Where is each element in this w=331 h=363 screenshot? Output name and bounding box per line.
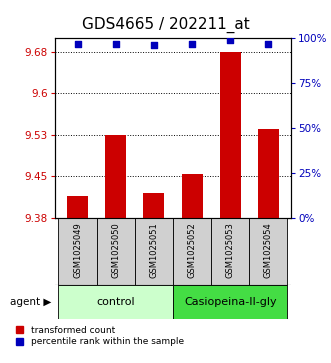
Bar <box>258 129 279 218</box>
Text: GSM1025051: GSM1025051 <box>149 223 158 278</box>
Point <box>75 41 80 46</box>
Point <box>151 42 157 48</box>
Point <box>266 41 271 46</box>
Bar <box>173 218 211 285</box>
Text: control: control <box>96 297 135 307</box>
Bar <box>59 285 173 319</box>
Text: GSM1025049: GSM1025049 <box>73 223 82 278</box>
Text: GSM1025050: GSM1025050 <box>111 223 120 278</box>
Bar <box>249 218 287 285</box>
Text: agent ▶: agent ▶ <box>10 297 51 307</box>
Bar <box>211 218 249 285</box>
Bar <box>143 193 165 218</box>
Bar <box>105 135 126 218</box>
Bar <box>97 218 135 285</box>
Legend: transformed count, percentile rank within the sample: transformed count, percentile rank withi… <box>15 324 186 348</box>
Bar <box>59 218 97 285</box>
Bar <box>135 218 173 285</box>
Text: GSM1025052: GSM1025052 <box>188 223 197 278</box>
Point <box>113 41 118 46</box>
Text: GSM1025054: GSM1025054 <box>264 223 273 278</box>
Text: Casiopeina-II-gly: Casiopeina-II-gly <box>184 297 276 307</box>
Point <box>189 41 195 46</box>
Point <box>227 37 233 43</box>
Text: GDS4665 / 202211_at: GDS4665 / 202211_at <box>82 16 249 33</box>
Bar <box>67 196 88 218</box>
Text: GSM1025053: GSM1025053 <box>226 223 235 278</box>
Bar <box>181 174 203 218</box>
Bar <box>173 285 287 319</box>
Bar <box>220 52 241 218</box>
